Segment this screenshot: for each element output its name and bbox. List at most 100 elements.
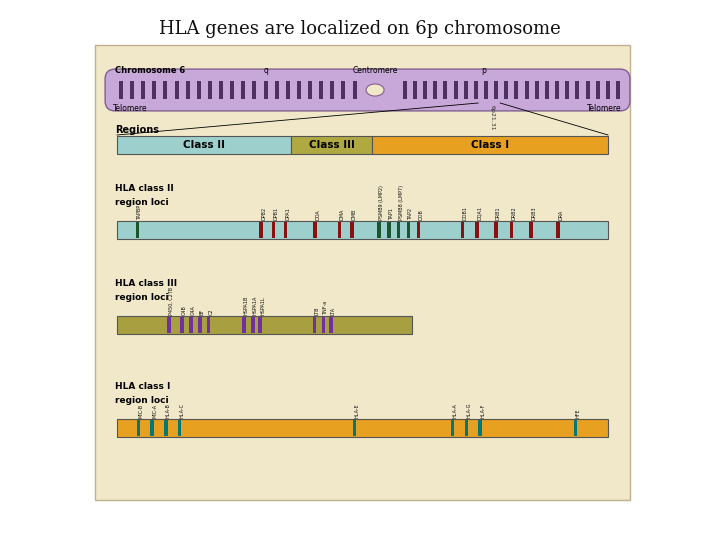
Bar bbox=[117, 419, 608, 437]
Bar bbox=[545, 81, 549, 99]
Text: DRB1: DRB1 bbox=[496, 206, 501, 220]
Bar bbox=[585, 81, 590, 99]
Text: C4A: C4A bbox=[191, 305, 196, 315]
Bar bbox=[130, 81, 134, 99]
Bar bbox=[329, 317, 333, 333]
Text: region loci: region loci bbox=[115, 293, 168, 302]
Bar bbox=[535, 81, 539, 99]
Bar bbox=[461, 222, 464, 238]
Bar bbox=[153, 81, 156, 99]
Bar bbox=[464, 81, 468, 99]
Bar bbox=[387, 222, 390, 238]
Bar bbox=[253, 81, 256, 99]
Bar bbox=[372, 136, 608, 154]
Bar bbox=[353, 81, 356, 99]
Text: DOB1: DOB1 bbox=[462, 206, 467, 220]
Text: Telomere: Telomere bbox=[588, 104, 622, 113]
Bar bbox=[515, 81, 518, 99]
Bar bbox=[475, 222, 479, 238]
Text: 6p21.31: 6p21.31 bbox=[489, 105, 494, 131]
Text: PSMB9 (LMP2): PSMB9 (LMP2) bbox=[379, 185, 384, 220]
Bar bbox=[423, 81, 427, 99]
Text: TAP2: TAP2 bbox=[408, 208, 413, 220]
Bar bbox=[178, 420, 181, 436]
Bar bbox=[141, 81, 145, 99]
Bar bbox=[402, 81, 407, 99]
Bar bbox=[484, 81, 488, 99]
Text: HLA-G: HLA-G bbox=[467, 402, 472, 418]
Text: HLA-C: HLA-C bbox=[179, 403, 184, 418]
Text: DPB2: DPB2 bbox=[261, 207, 266, 220]
Text: HLA-E: HLA-E bbox=[354, 403, 359, 418]
Bar bbox=[474, 81, 478, 99]
Bar bbox=[313, 222, 317, 238]
Text: DMA: DMA bbox=[340, 208, 345, 220]
Bar bbox=[259, 222, 263, 238]
Bar bbox=[167, 317, 171, 333]
Bar bbox=[451, 420, 454, 436]
Bar bbox=[207, 317, 210, 333]
Text: DMB: DMB bbox=[352, 208, 357, 220]
Bar bbox=[322, 317, 325, 333]
Bar bbox=[251, 317, 255, 333]
Text: Centromere: Centromere bbox=[352, 65, 397, 75]
Text: DPA1: DPA1 bbox=[286, 207, 291, 220]
Bar bbox=[135, 222, 139, 238]
Text: DOB: DOB bbox=[418, 209, 423, 220]
Bar bbox=[292, 136, 372, 154]
Ellipse shape bbox=[366, 84, 384, 96]
Bar bbox=[174, 81, 179, 99]
Text: HSPA1B: HSPA1B bbox=[244, 295, 249, 315]
Text: HSPA1A: HSPA1A bbox=[253, 295, 258, 315]
Bar bbox=[242, 317, 246, 333]
Bar bbox=[338, 222, 341, 238]
Bar bbox=[413, 81, 417, 99]
Bar bbox=[454, 81, 457, 99]
Bar bbox=[117, 136, 292, 154]
Bar bbox=[595, 81, 600, 99]
Bar bbox=[494, 81, 498, 99]
Bar bbox=[494, 222, 498, 238]
Bar bbox=[150, 420, 154, 436]
Text: HLA class III: HLA class III bbox=[115, 279, 177, 288]
Text: MIC-B: MIC-B bbox=[138, 404, 143, 418]
Bar bbox=[284, 222, 287, 238]
Bar bbox=[353, 420, 356, 436]
Bar bbox=[377, 222, 381, 238]
Bar bbox=[574, 420, 577, 436]
Bar bbox=[197, 81, 201, 99]
Text: DQA1: DQA1 bbox=[477, 206, 482, 220]
Text: HLA-B: HLA-B bbox=[166, 403, 171, 418]
Bar bbox=[565, 81, 570, 99]
Text: C4B: C4B bbox=[182, 305, 187, 315]
Bar bbox=[241, 81, 246, 99]
Bar bbox=[350, 222, 354, 238]
Bar bbox=[286, 81, 289, 99]
Text: DRB2: DRB2 bbox=[511, 206, 516, 220]
Bar bbox=[264, 81, 268, 99]
Bar bbox=[308, 81, 312, 99]
Bar bbox=[444, 81, 447, 99]
Bar bbox=[164, 420, 168, 436]
Text: region loci: region loci bbox=[115, 396, 168, 405]
Bar bbox=[504, 81, 508, 99]
Bar bbox=[407, 222, 410, 238]
Bar bbox=[330, 81, 334, 99]
Text: TAP1: TAP1 bbox=[389, 208, 394, 220]
Text: Regions: Regions bbox=[115, 125, 159, 135]
Text: HLA genes are localized on 6p chromosome: HLA genes are localized on 6p chromosome bbox=[159, 20, 561, 38]
Text: Class I: Class I bbox=[471, 140, 509, 150]
Text: DRB3: DRB3 bbox=[531, 206, 536, 220]
Text: HLA-A: HLA-A bbox=[453, 403, 458, 418]
Bar bbox=[186, 81, 189, 99]
Bar bbox=[219, 81, 223, 99]
Text: HLA class I: HLA class I bbox=[115, 382, 171, 391]
Bar bbox=[119, 81, 123, 99]
Bar bbox=[529, 222, 533, 238]
Text: TNF-a: TNF-a bbox=[323, 301, 328, 315]
Bar bbox=[397, 222, 400, 238]
Bar bbox=[433, 81, 437, 99]
Text: Class II: Class II bbox=[183, 140, 225, 150]
Text: q: q bbox=[264, 65, 269, 75]
Text: P450, C2TB: P450, C2TB bbox=[168, 287, 174, 315]
